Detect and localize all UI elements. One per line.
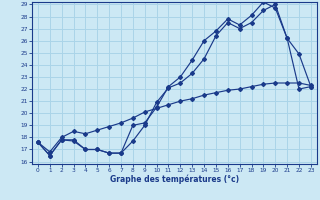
X-axis label: Graphe des températures (°c): Graphe des températures (°c) (110, 175, 239, 184)
